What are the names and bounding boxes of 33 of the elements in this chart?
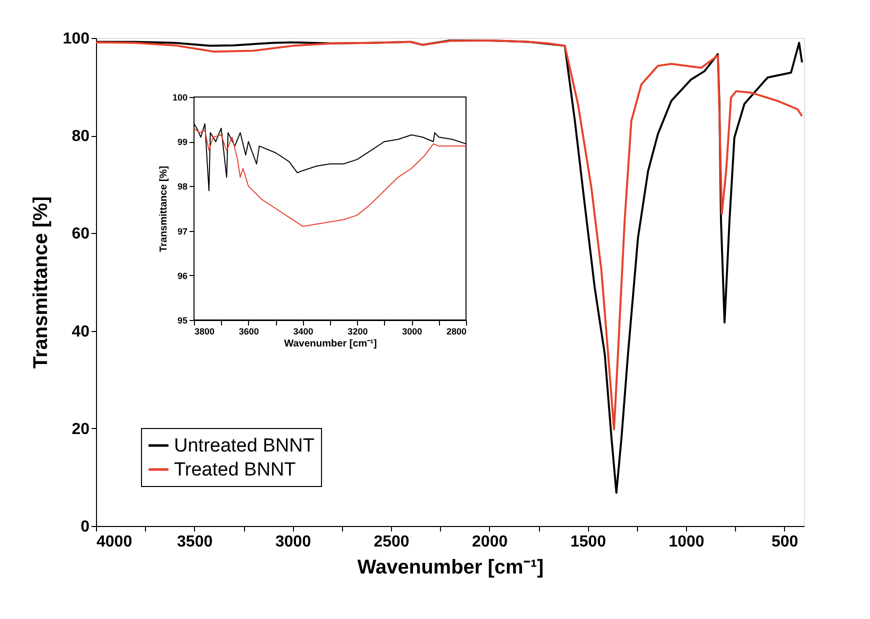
- x-axis-title: Wavenumber [cm⁻¹]: [357, 556, 544, 578]
- x-tick-label: 3500: [177, 534, 213, 550]
- y-tick-label: 40: [72, 323, 90, 340]
- x-tick-label: 2800: [446, 326, 466, 336]
- y-tick-label: 95: [177, 316, 188, 326]
- line-series: [194, 128, 466, 227]
- y-tick-label: 20: [72, 420, 90, 438]
- legend-label: Untreated BNNT: [174, 436, 315, 456]
- legend-label: Treated BNNT: [174, 460, 296, 480]
- x-tick-label: 3800: [194, 326, 215, 336]
- x-axis-title: Wavenumber [cm⁻¹]: [284, 338, 377, 350]
- x-tick-label: 1500: [570, 534, 606, 550]
- x-tick-label: 2500: [374, 534, 410, 550]
- x-tick-label: 3600: [238, 326, 259, 336]
- y-tick-label: 60: [72, 226, 90, 243]
- y-axis-title: Transmittance [%]: [158, 166, 170, 252]
- x-tick-label: 3400: [293, 326, 314, 336]
- y-tick-label: 97: [177, 226, 188, 236]
- x-tick-label: 1000: [668, 534, 704, 550]
- x-tick-label: 2000: [472, 534, 508, 550]
- x-tick-label: 3200: [348, 326, 368, 336]
- x-tick-label: 3000: [275, 534, 312, 550]
- y-axis-title: Transmittance [%]: [30, 196, 52, 369]
- y-tick-label: 80: [72, 128, 90, 146]
- y-tick-label: 0: [80, 518, 90, 536]
- x-tick-label: 4000: [96, 534, 132, 550]
- y-tick-label: 98: [177, 182, 188, 192]
- y-tick-label: 100: [62, 30, 90, 48]
- y-tick-label: 96: [177, 270, 188, 281]
- y-tick-label: 99: [177, 137, 188, 148]
- y-tick-label: 100: [172, 92, 188, 102]
- x-tick-label: 500: [771, 534, 798, 550]
- x-tick-label: 3000: [402, 326, 422, 336]
